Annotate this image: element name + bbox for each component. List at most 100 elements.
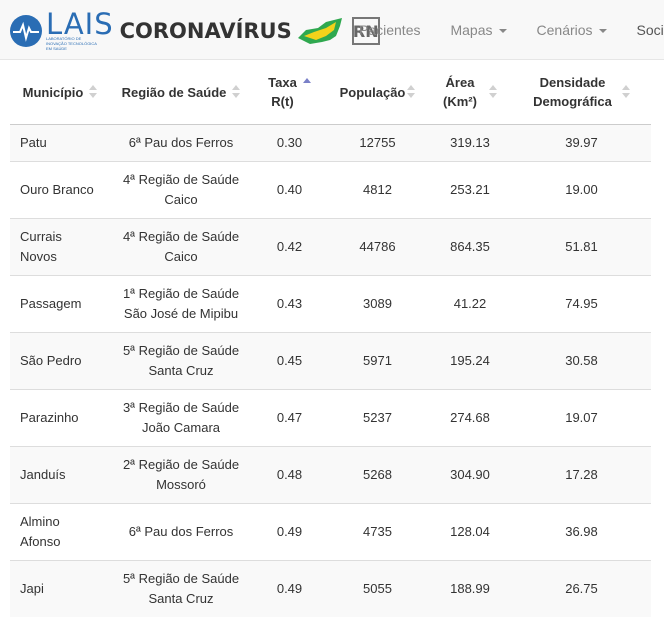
cell-municipio: Janduís — [10, 447, 110, 504]
regiao-line2: Caico — [164, 192, 197, 207]
regiao-line2: Mossoró — [156, 477, 206, 492]
cell-densidade: 51.81 — [512, 219, 651, 276]
caret-down-icon — [599, 29, 607, 33]
cell-regiao: 4ª Região de Saúde Caico — [110, 219, 252, 276]
header-populacao[interactable]: População — [327, 60, 428, 125]
cell-densidade: 17.28 — [512, 447, 651, 504]
regiao-line2: São José de Mipibu — [124, 306, 238, 321]
lais-wordmark: LAIS LABORATÓRIO DE INOVAÇÃO TECNOLÓGICA… — [46, 12, 114, 51]
caret-down-icon — [499, 29, 507, 33]
brand[interactable]: LAIS LABORATÓRIO DE INOVAÇÃO TECNOLÓGICA… — [10, 12, 380, 50]
cell-regiao: 5ª Região de Saúde Santa Cruz — [110, 561, 252, 617]
municipios-table: Município Região de Saúde Taxa R(t) Popul… — [10, 60, 651, 617]
cell-municipio: Passagem — [10, 276, 110, 333]
sort-icon — [407, 85, 415, 99]
cell-area: 195.24 — [428, 333, 512, 390]
cell-taxa: 0.43 — [252, 276, 327, 333]
cell-taxa: 0.48 — [252, 447, 327, 504]
regiao-line1: 5ª Região de Saúde — [123, 571, 239, 586]
municipios-table-container: Município Região de Saúde Taxa R(t) Popul… — [10, 60, 651, 617]
table-row: Almino Afonso 6ª Pau dos Ferros 0.49 473… — [10, 504, 651, 561]
table-body: Patu 6ª Pau dos Ferros 0.30 12755 319.13… — [10, 125, 651, 617]
cell-municipio: Patu — [10, 125, 110, 162]
brand-title: CORONAVÍRUS — [120, 19, 292, 43]
cell-taxa: 0.30 — [252, 125, 327, 162]
header-densidade[interactable]: Densidade Demográfica — [512, 60, 651, 125]
cell-densidade: 39.97 — [512, 125, 651, 162]
cell-taxa: 0.45 — [252, 333, 327, 390]
nav-link-label: Cenários — [537, 22, 593, 38]
nav-link-cenarios[interactable]: Cenários — [537, 22, 607, 38]
header-label: Densidade — [540, 75, 606, 90]
cell-area: 41.22 — [428, 276, 512, 333]
nav-link-label: Mapas — [450, 22, 492, 38]
header-label-line2: Demográfica — [533, 94, 612, 109]
cell-densidade: 19.00 — [512, 162, 651, 219]
cell-municipio: Parazinho — [10, 390, 110, 447]
header-label: População — [340, 83, 406, 102]
header-regiao[interactable]: Região de Saúde — [110, 60, 252, 125]
cell-area: 128.04 — [428, 504, 512, 561]
header-area[interactable]: Área (Km²) — [428, 60, 512, 125]
regiao-line1: 6ª Pau dos Ferros — [129, 135, 234, 150]
cell-populacao: 5268 — [327, 447, 428, 504]
header-taxa[interactable]: Taxa R(t) — [252, 60, 327, 125]
cell-regiao: 4ª Região de Saúde Caico — [110, 162, 252, 219]
cell-populacao: 5055 — [327, 561, 428, 617]
sort-ascending-icon — [303, 78, 311, 92]
nav-links: Pacientes Mapas Cenários Socieda — [359, 0, 664, 60]
cell-taxa: 0.49 — [252, 561, 327, 617]
header-municipio[interactable]: Município — [10, 60, 110, 125]
cell-taxa: 0.42 — [252, 219, 327, 276]
cell-densidade: 26.75 — [512, 561, 651, 617]
cell-regiao: 3ª Região de Saúde João Camara — [110, 390, 252, 447]
cell-densidade: 74.95 — [512, 276, 651, 333]
cell-densidade: 36.98 — [512, 504, 651, 561]
cell-area: 274.68 — [428, 390, 512, 447]
regiao-line2: Caico — [164, 249, 197, 264]
cell-area: 319.13 — [428, 125, 512, 162]
nav-link-label: Pacientes — [359, 22, 420, 38]
header-label-line2: (Km²) — [443, 94, 477, 109]
cell-regiao: 6ª Pau dos Ferros — [110, 125, 252, 162]
cell-municipio: São Pedro — [10, 333, 110, 390]
table-row: Ouro Branco 4ª Região de Saúde Caico 0.40… — [10, 162, 651, 219]
nav-link-sociedade[interactable]: Socieda — [637, 22, 664, 38]
regiao-line1: 3ª Região de Saúde — [123, 400, 239, 415]
table-row: Patu 6ª Pau dos Ferros 0.30 12755 319.13… — [10, 125, 651, 162]
lais-logo-text: LAIS — [46, 12, 114, 36]
cell-area: 304.90 — [428, 447, 512, 504]
regiao-line1: 4ª Região de Saúde — [123, 172, 239, 187]
regiao-line1: 6ª Pau dos Ferros — [129, 524, 234, 539]
regiao-line1: 2ª Região de Saúde — [123, 457, 239, 472]
cell-municipio: Ouro Branco — [10, 162, 110, 219]
rn-state-map-icon — [296, 16, 346, 46]
cell-densidade: 30.58 — [512, 333, 651, 390]
table-row: Japi 5ª Região de Saúde Santa Cruz 0.49 5… — [10, 561, 651, 617]
cell-regiao: 6ª Pau dos Ferros — [110, 504, 252, 561]
header-label: Região de Saúde — [122, 83, 227, 102]
header-label: Área — [446, 75, 475, 90]
cell-taxa: 0.40 — [252, 162, 327, 219]
sort-icon — [89, 85, 97, 99]
top-navbar: LAIS LABORATÓRIO DE INOVAÇÃO TECNOLÓGICA… — [0, 0, 664, 60]
cell-municipio: Japi — [10, 561, 110, 617]
sort-icon — [622, 85, 630, 99]
cell-area: 253.21 — [428, 162, 512, 219]
header-label-line2: R(t) — [271, 94, 293, 109]
cell-area: 188.99 — [428, 561, 512, 617]
regiao-line2: Santa Cruz — [148, 591, 213, 606]
cell-densidade: 19.07 — [512, 390, 651, 447]
regiao-line2: João Camara — [142, 420, 220, 435]
regiao-line1: 5ª Região de Saúde — [123, 343, 239, 358]
regiao-line1: 4ª Região de Saúde — [123, 229, 239, 244]
table-header-row: Município Região de Saúde Taxa R(t) Popul… — [10, 60, 651, 125]
header-label: Taxa — [268, 75, 297, 90]
nav-link-mapas[interactable]: Mapas — [450, 22, 506, 38]
nav-link-pacientes[interactable]: Pacientes — [359, 22, 420, 38]
sort-icon — [489, 85, 497, 99]
